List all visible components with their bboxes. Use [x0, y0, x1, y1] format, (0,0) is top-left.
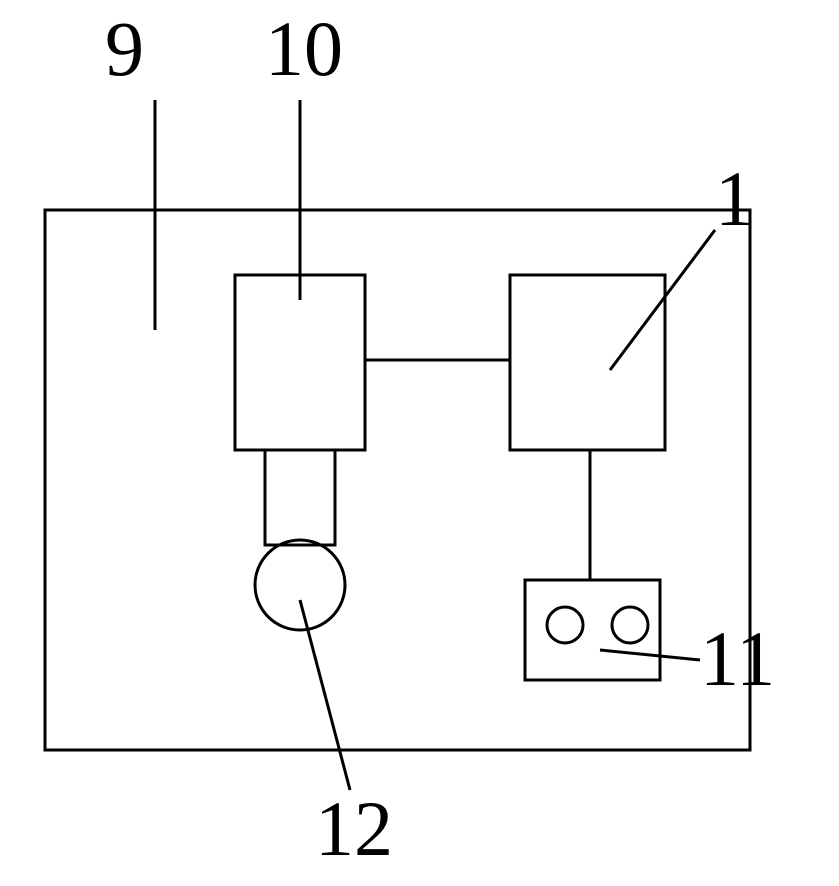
- circle_big: [255, 540, 345, 630]
- circle_s2: [612, 607, 648, 643]
- label-9: 9: [105, 10, 144, 88]
- label-1: 1: [715, 160, 754, 238]
- outer_frame: [45, 210, 750, 750]
- label-10: 10: [265, 10, 343, 88]
- diagram-svg: [0, 0, 839, 886]
- leader-c12: [300, 600, 350, 790]
- block_left: [235, 275, 365, 450]
- label-11: 11: [700, 620, 775, 698]
- diagram-stage: 9 10 1 11 12: [0, 0, 839, 886]
- leader-c1: [610, 230, 715, 370]
- circle_s1: [547, 607, 583, 643]
- leader-c11: [600, 650, 700, 660]
- small_box: [525, 580, 660, 680]
- block_right: [510, 275, 665, 450]
- stem_left: [265, 450, 335, 545]
- label-12: 12: [315, 790, 393, 868]
